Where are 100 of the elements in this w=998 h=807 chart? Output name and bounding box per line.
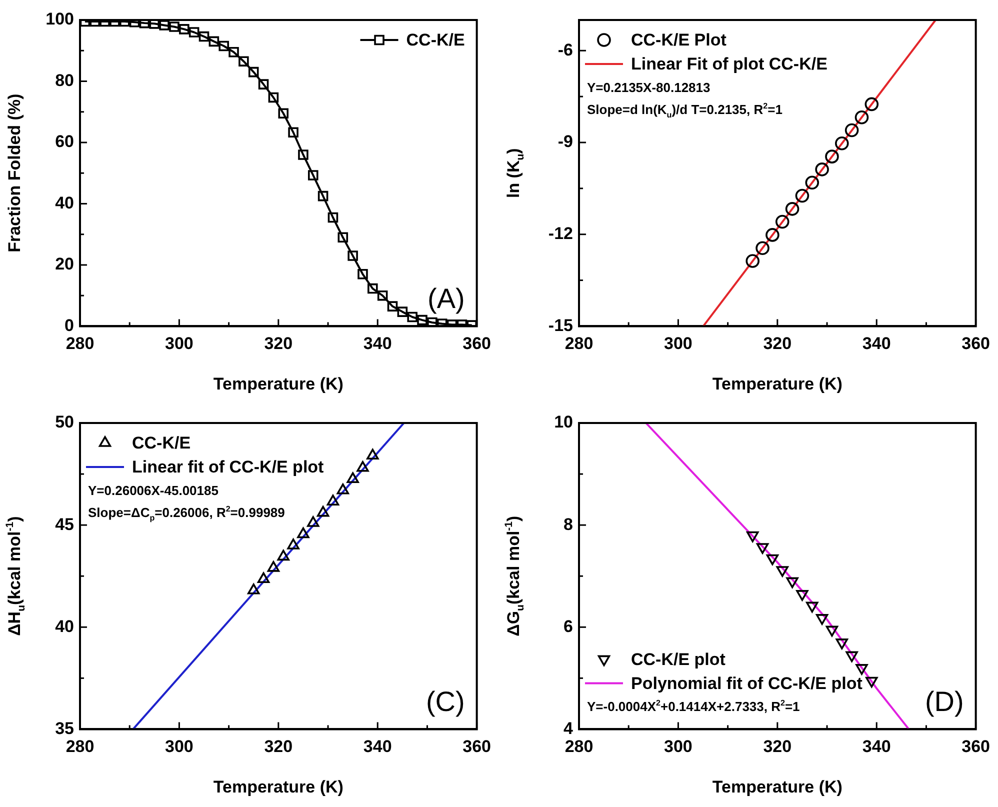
annotation: Y=0.26006X-45.00185 xyxy=(88,483,218,498)
x-tick-label: 300 xyxy=(664,334,692,354)
point xyxy=(417,314,428,326)
x-tick-label: 360 xyxy=(462,334,492,354)
legend-label: CC-K/E Plot xyxy=(631,30,727,50)
y-tick-label: 60 xyxy=(55,132,74,152)
point xyxy=(208,36,220,47)
x-tick-label: 320 xyxy=(763,737,792,756)
point xyxy=(816,614,828,625)
x-axis-title: Temperature (K) xyxy=(213,777,344,796)
legend-label: CC-K/E xyxy=(132,434,191,453)
x-tick-label: 280 xyxy=(66,334,94,354)
y-axis-title: ΔGu(kcal mol-1) xyxy=(502,516,526,636)
y-tick-label: -12 xyxy=(548,224,573,244)
x-tick-label: 320 xyxy=(763,334,792,354)
point xyxy=(796,590,808,601)
point xyxy=(267,561,280,572)
legend-label: Linear fit of CC-K/E plot xyxy=(132,458,324,477)
point xyxy=(326,494,340,506)
y-tick-label: 4 xyxy=(564,718,574,738)
x-tick-label: 280 xyxy=(66,737,94,756)
point xyxy=(864,97,879,112)
text: (D) xyxy=(924,686,964,718)
point xyxy=(287,538,300,550)
point xyxy=(188,27,200,38)
text: (C) xyxy=(426,686,465,718)
point xyxy=(826,626,838,637)
x-tick-label: 320 xyxy=(264,334,293,354)
text: (A) xyxy=(427,283,465,314)
point xyxy=(766,228,780,242)
point xyxy=(407,312,418,322)
point xyxy=(348,250,358,261)
point xyxy=(785,202,800,216)
y-tick-label: 8 xyxy=(564,514,573,534)
point xyxy=(844,123,859,138)
point xyxy=(368,283,378,294)
y-tick-label: 10 xyxy=(554,412,573,432)
y-tick-label: 100 xyxy=(46,10,74,29)
point xyxy=(308,170,318,180)
point xyxy=(786,577,798,588)
x-tick-label: 360 xyxy=(962,334,990,354)
point xyxy=(179,24,190,34)
point xyxy=(228,47,239,58)
y-tick-label: 0 xyxy=(64,316,74,335)
point xyxy=(258,79,269,90)
x-tick-label: 340 xyxy=(363,737,392,756)
point xyxy=(806,602,818,613)
point xyxy=(316,506,330,517)
legend-label: CC-K/E xyxy=(406,30,465,50)
y-tick-label: 35 xyxy=(55,718,74,738)
point xyxy=(805,176,820,190)
point xyxy=(387,301,398,312)
x-tick-label: 360 xyxy=(962,737,990,756)
point xyxy=(248,66,259,78)
x-tick-label: 340 xyxy=(862,334,891,354)
x-tick-label: 300 xyxy=(165,334,194,354)
point xyxy=(288,127,298,138)
point xyxy=(795,188,810,203)
y-axis-title: ΔHu(kcal mol-1) xyxy=(4,516,28,636)
x-axis-title: Temperature (K) xyxy=(712,777,842,796)
x-axis-title: Temperature (K) xyxy=(712,374,842,394)
y-tick-label: 6 xyxy=(564,616,573,636)
legend-label: CC-K/E plot xyxy=(631,650,726,669)
point xyxy=(268,92,279,103)
y-tick-label: 40 xyxy=(55,616,74,636)
point xyxy=(856,664,868,675)
point xyxy=(377,290,388,301)
point xyxy=(307,516,320,527)
x-tick-label: 360 xyxy=(462,737,492,756)
point xyxy=(746,254,760,268)
point xyxy=(318,190,328,202)
point xyxy=(169,22,180,32)
point xyxy=(825,150,839,164)
point xyxy=(836,638,848,650)
x-tick-label: 340 xyxy=(862,737,891,756)
point xyxy=(257,572,270,584)
y-tick-label: -9 xyxy=(558,132,573,152)
point xyxy=(139,20,150,28)
y-tick-label: 40 xyxy=(55,193,74,212)
point xyxy=(397,306,408,317)
y-tick-label: 45 xyxy=(55,514,74,534)
x-tick-label: 320 xyxy=(264,737,293,756)
y-tick-label: 50 xyxy=(55,412,74,432)
point xyxy=(356,461,369,472)
point xyxy=(775,214,790,229)
point xyxy=(298,150,308,160)
point xyxy=(776,566,788,577)
point xyxy=(366,448,379,460)
y-tick-label: 20 xyxy=(55,254,74,274)
x-tick-label: 300 xyxy=(165,737,194,756)
point xyxy=(297,527,310,538)
x-axis-title: Temperature (K) xyxy=(213,374,344,394)
point xyxy=(854,110,869,124)
point xyxy=(238,56,249,66)
point xyxy=(815,162,829,176)
point xyxy=(277,550,290,561)
y-tick-label: 80 xyxy=(55,70,74,90)
x-tick-label: 280 xyxy=(564,737,594,756)
point xyxy=(834,136,849,150)
point xyxy=(338,232,348,243)
